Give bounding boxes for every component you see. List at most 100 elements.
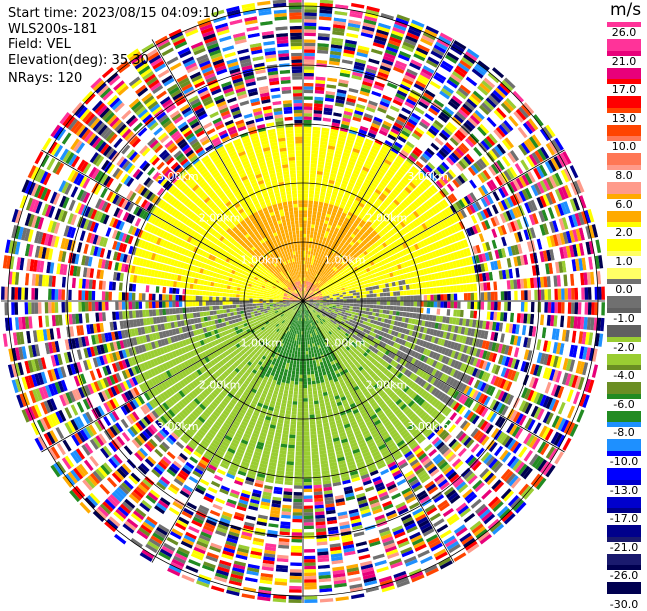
velocity-bin	[343, 297, 347, 299]
velocity-bin	[308, 251, 311, 255]
velocity-bin	[454, 302, 458, 309]
velocity-bin	[538, 302, 542, 312]
velocity-bin	[311, 164, 317, 168]
velocity-bin	[541, 302, 545, 313]
velocity-bin	[424, 295, 428, 301]
velocity-bin	[365, 315, 369, 319]
velocity-bin	[308, 204, 312, 208]
velocity-bin	[304, 133, 311, 137]
velocity-bin	[427, 295, 431, 301]
velocity-bin	[511, 302, 515, 311]
velocity-bin	[397, 296, 401, 300]
velocity-bin	[383, 306, 387, 310]
velocity-bin	[304, 110, 312, 114]
velocity-bin	[303, 207, 307, 211]
velocity-bin	[447, 302, 451, 309]
velocity-bin	[314, 107, 323, 111]
velocity-bin	[558, 289, 562, 300]
velocity-bin	[430, 295, 434, 301]
velocity-bin	[347, 301, 350, 303]
velocity-bin	[575, 302, 579, 314]
velocity-bin	[304, 19, 316, 23]
velocity-bin	[304, 23, 316, 27]
velocity-bin	[393, 311, 397, 315]
velocity-bin	[423, 308, 427, 314]
velocity-bin	[571, 302, 575, 314]
velocity-bin	[481, 292, 485, 300]
velocity-bin	[461, 302, 465, 309]
velocity-bin	[412, 284, 416, 289]
velocity-bin	[317, 235, 321, 239]
velocity-bin	[473, 311, 477, 319]
velocity-bin	[306, 268, 308, 272]
velocity-bin	[461, 293, 465, 300]
velocity-bin	[440, 309, 444, 315]
velocity-bin	[303, 244, 306, 247]
velocity-bin	[304, 130, 312, 134]
velocity-bin	[343, 294, 347, 296]
velocity-bin	[369, 290, 373, 293]
velocity-bin	[601, 287, 605, 300]
velocity-bin	[373, 290, 377, 294]
velocity-bin	[487, 292, 491, 300]
velocity-bin	[373, 294, 377, 297]
velocity-bin	[403, 285, 407, 290]
velocity-bin	[564, 288, 568, 300]
velocity-bin	[308, 254, 310, 258]
velocity-bin	[541, 289, 545, 300]
velocity-bin	[304, 16, 317, 20]
velocity-bin	[480, 311, 484, 319]
velocity-bin	[558, 302, 562, 313]
velocity-bin	[484, 302, 488, 310]
velocity-bin	[416, 313, 420, 319]
velocity-bin	[379, 285, 383, 289]
velocity-bin	[314, 249, 317, 253]
velocity-bin	[388, 315, 392, 319]
velocity-bin	[507, 313, 511, 322]
velocity-bin	[312, 255, 315, 259]
velocity-bin	[304, 281, 305, 284]
velocity-bin	[373, 305, 377, 308]
velocity-bin	[312, 144, 319, 148]
velocity-bin	[308, 217, 312, 221]
velocity-bin	[304, 83, 314, 87]
velocity-bin	[304, 63, 314, 67]
velocity-bin	[440, 287, 444, 293]
velocity-bin	[422, 314, 426, 320]
velocity-bin	[352, 309, 356, 312]
velocity-bin	[333, 298, 337, 300]
velocity-bin	[305, 261, 307, 265]
velocity-bin	[356, 307, 360, 310]
velocity-bin	[377, 297, 381, 300]
velocity-bin	[304, 56, 315, 60]
velocity-bin	[410, 296, 413, 301]
velocity-bin	[363, 308, 367, 311]
velocity-bin	[312, 137, 319, 141]
velocity-bin	[414, 296, 418, 301]
velocity-bin	[303, 204, 307, 208]
velocity-bin	[315, 343, 318, 347]
velocity-bin	[304, 100, 313, 104]
velocity-bin	[309, 248, 312, 252]
velocity-bin	[333, 306, 337, 308]
velocity-bin	[394, 297, 398, 301]
velocity-bin	[412, 313, 416, 318]
velocity-bin	[451, 294, 455, 301]
velocity-bin	[400, 301, 404, 305]
velocity-bin	[406, 285, 410, 290]
velocity-bin	[453, 310, 457, 317]
velocity-bin	[457, 285, 461, 292]
velocity-bin	[403, 307, 407, 312]
velocity-bin	[312, 140, 319, 144]
velocity-bin	[351, 285, 355, 288]
velocity-bin	[377, 293, 381, 297]
velocity-bin	[394, 301, 398, 305]
velocity-bin	[304, 177, 310, 181]
velocity-bin	[304, 29, 316, 33]
velocity-bin	[463, 285, 467, 292]
velocity-bin	[379, 309, 383, 313]
velocity-bin	[377, 301, 381, 304]
velocity-bin	[352, 287, 356, 290]
velocity-bin	[430, 288, 434, 294]
velocity-bin	[396, 286, 400, 291]
